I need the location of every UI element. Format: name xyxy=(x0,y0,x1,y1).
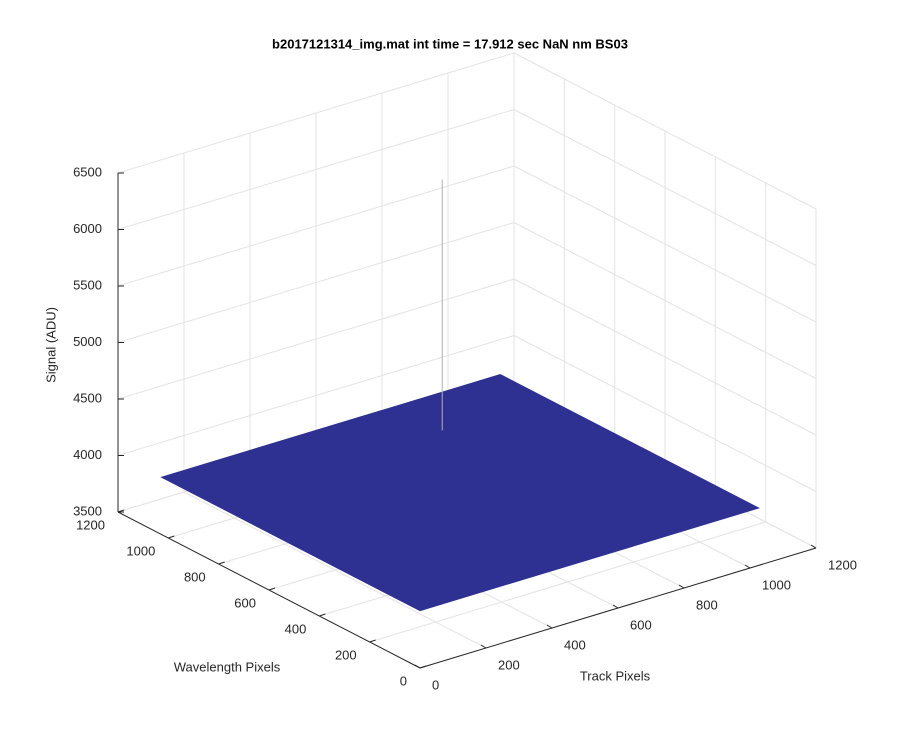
z-axis-label: Signal (ADU) xyxy=(43,307,58,383)
grid-line xyxy=(369,521,766,643)
y-tick-label: 1200 xyxy=(76,517,105,532)
y-tick-label: 400 xyxy=(285,621,307,636)
tick-mark xyxy=(218,561,225,565)
grid-line xyxy=(513,109,817,266)
y-axis-label: Wavelength Pixels xyxy=(174,659,281,674)
x-tick-label: 400 xyxy=(564,637,586,652)
grid-line xyxy=(117,335,515,456)
y-tick-label: 1000 xyxy=(126,543,155,558)
tick-mark xyxy=(168,535,175,539)
surface xyxy=(160,374,760,612)
tick-mark xyxy=(319,613,326,617)
x-tick-label: 1200 xyxy=(828,557,857,572)
tick-mark xyxy=(419,665,427,669)
grid-line xyxy=(117,278,515,400)
tick-mark xyxy=(414,664,421,669)
y-tick-label: 200 xyxy=(335,647,357,662)
tick-mark xyxy=(117,509,125,513)
tick-mark xyxy=(268,587,276,591)
grid-line xyxy=(513,278,817,436)
z-tick-label: 6500 xyxy=(73,164,102,179)
x-tick-label: 1000 xyxy=(762,577,791,592)
grid-line xyxy=(117,165,515,287)
x-tick-label: 600 xyxy=(630,617,652,632)
grid-line xyxy=(117,222,515,343)
x-tick-label: 0 xyxy=(432,677,439,692)
x-axis-label: Track Pixels xyxy=(580,668,651,683)
grid-line xyxy=(513,222,817,379)
z-tick-label: 4500 xyxy=(73,390,102,405)
grid-line xyxy=(513,165,817,323)
grid-line xyxy=(513,335,817,492)
grid-line xyxy=(117,109,515,230)
z-tick-label: 5500 xyxy=(73,277,102,292)
x-tick-label: 200 xyxy=(498,657,520,672)
tick-mark xyxy=(678,584,685,589)
tick-mark xyxy=(480,644,487,649)
tick-mark xyxy=(546,624,553,629)
tick-mark xyxy=(369,639,376,643)
z-tick-label: 4000 xyxy=(73,447,102,462)
y-tick-label: 0 xyxy=(400,673,407,688)
y-tick-label: 800 xyxy=(184,569,206,584)
tick-mark xyxy=(612,604,619,609)
x-tick-label: 800 xyxy=(696,597,718,612)
grid-line xyxy=(117,52,515,174)
z-tick-label: 3500 xyxy=(73,503,102,518)
z-tick-label: 6000 xyxy=(73,221,102,236)
z-tick-label: 5000 xyxy=(73,334,102,349)
tick-mark xyxy=(744,564,751,569)
y-tick-label: 600 xyxy=(234,595,256,610)
grid-line xyxy=(513,52,817,210)
chart-title: b2017121314_img.mat int time = 17.912 se… xyxy=(272,36,628,51)
tick-mark xyxy=(810,544,817,549)
